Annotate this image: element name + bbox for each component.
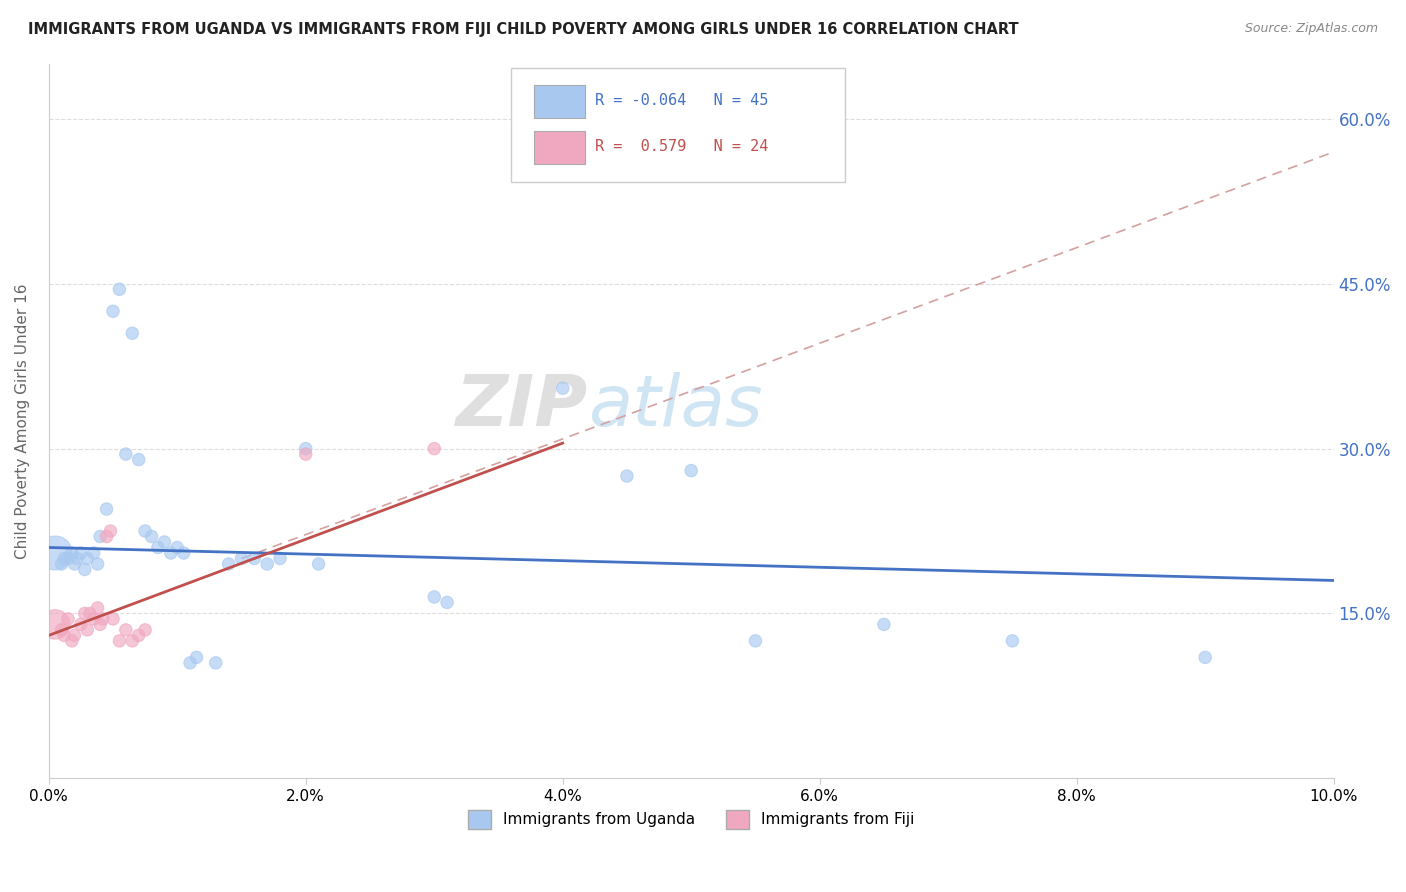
Text: IMMIGRANTS FROM UGANDA VS IMMIGRANTS FROM FIJI CHILD POVERTY AMONG GIRLS UNDER 1: IMMIGRANTS FROM UGANDA VS IMMIGRANTS FRO… [28,22,1019,37]
Legend: Immigrants from Uganda, Immigrants from Fiji: Immigrants from Uganda, Immigrants from … [463,804,921,835]
Point [76,551,98,566]
Point [66,551,89,566]
Point [96,529,118,543]
Point [423,590,446,604]
Point [73,607,96,621]
Point [1001,633,1024,648]
Point [204,656,226,670]
Point [91,612,114,626]
Point [121,326,143,341]
Point [60,546,83,560]
Point [141,529,163,543]
Point [551,381,574,395]
FancyBboxPatch shape [512,68,845,182]
Point [128,452,150,467]
Point [79,607,101,621]
Point [115,623,138,637]
FancyBboxPatch shape [534,131,585,164]
Point [269,551,291,566]
Point [83,612,105,626]
Text: ZIP: ZIP [456,372,588,442]
Point [70,546,93,560]
Point [83,546,105,560]
Point [96,502,118,516]
Point [100,524,122,538]
Text: R = -0.064   N = 45: R = -0.064 N = 45 [595,93,768,108]
Point [243,551,266,566]
Point [153,535,176,549]
Point [173,546,195,560]
Point [53,628,76,642]
Point [108,633,131,648]
Point [256,557,278,571]
Point [44,617,66,632]
Point [294,447,316,461]
Point [186,650,208,665]
Point [436,595,458,609]
Point [1194,650,1216,665]
Point [681,464,703,478]
Point [115,447,138,461]
Point [56,551,79,566]
FancyBboxPatch shape [534,85,585,118]
Point [308,557,330,571]
Point [86,601,108,615]
Point [63,628,86,642]
Point [423,442,446,456]
Point [121,633,143,648]
Point [744,633,766,648]
Point [166,541,188,555]
Point [53,551,76,566]
Point [108,282,131,296]
Point [616,469,638,483]
Point [76,623,98,637]
Text: Source: ZipAtlas.com: Source: ZipAtlas.com [1244,22,1378,36]
Point [159,546,181,560]
Point [73,562,96,576]
Point [179,656,201,670]
Point [56,612,79,626]
Y-axis label: Child Poverty Among Girls Under 16: Child Poverty Among Girls Under 16 [15,284,30,559]
Point [873,617,896,632]
Point [231,551,253,566]
Point [63,557,86,571]
Point [146,541,169,555]
Point [101,304,124,318]
Point [86,557,108,571]
Point [44,546,66,560]
Point [89,617,111,632]
Text: R =  0.579   N = 24: R = 0.579 N = 24 [595,138,768,153]
Point [128,628,150,642]
Point [89,529,111,543]
Point [134,623,156,637]
Point [218,557,240,571]
Point [51,623,73,637]
Text: atlas: atlas [588,372,763,442]
Point [294,442,316,456]
Point [51,557,73,571]
Point [101,612,124,626]
Point [134,524,156,538]
Point [60,633,83,648]
Point [70,617,93,632]
